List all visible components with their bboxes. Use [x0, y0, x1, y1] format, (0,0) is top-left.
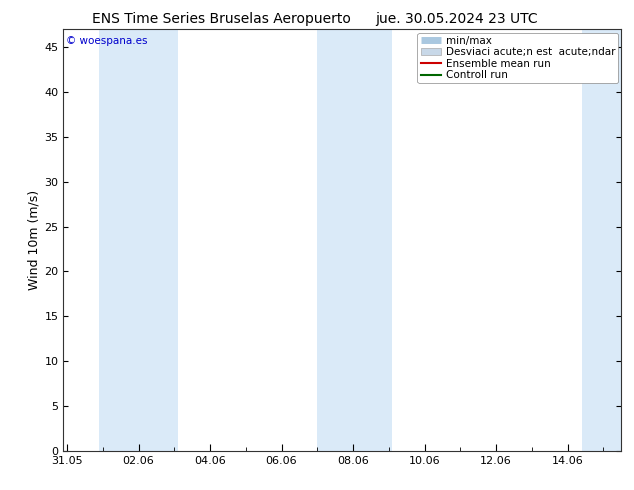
Bar	[318, 29, 392, 451]
Text: © woespana.es: © woespana.es	[66, 36, 148, 46]
Text: jue. 30.05.2024 23 UTC: jue. 30.05.2024 23 UTC	[375, 12, 538, 26]
Bar	[582, 29, 625, 451]
Text: ENS Time Series Bruselas Aeropuerto: ENS Time Series Bruselas Aeropuerto	[93, 12, 351, 26]
Legend: min/max, Desviaci acute;n est  acute;ndar, Ensemble mean run, Controll run: min/max, Desviaci acute;n est acute;ndar…	[417, 32, 618, 83]
Bar	[99, 29, 178, 451]
Y-axis label: Wind 10m (m/s): Wind 10m (m/s)	[27, 190, 40, 290]
